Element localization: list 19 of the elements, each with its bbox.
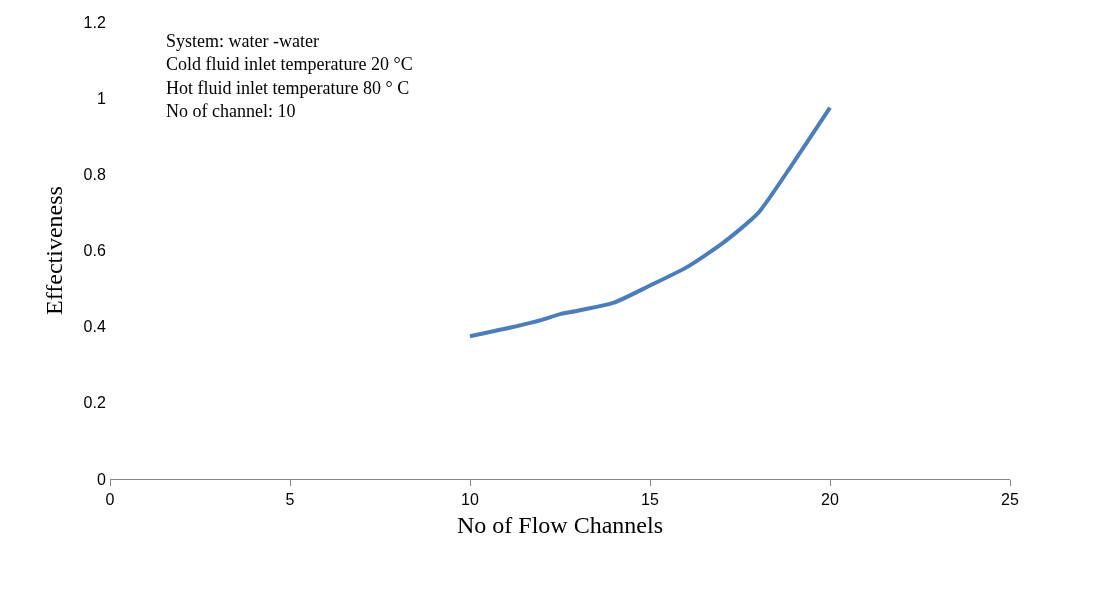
y-tick-label: 1 bbox=[96, 89, 106, 107]
x-tick-label: 10 bbox=[461, 491, 479, 509]
x-tick-label: 25 bbox=[1001, 491, 1019, 509]
annotation: Cold fluid inlet temperature 20 °C bbox=[166, 54, 413, 75]
y-axis-title: Effectiveness bbox=[40, 186, 67, 315]
line-series bbox=[468, 105, 832, 339]
x-tick-label: 5 bbox=[285, 491, 295, 509]
annotation: System: water -water bbox=[166, 31, 319, 51]
y-tick-label: 0.6 bbox=[83, 242, 106, 260]
x-tick-label: 15 bbox=[641, 491, 659, 509]
annotation: No of channel: 10 bbox=[166, 101, 296, 122]
x-tick-label: 20 bbox=[821, 491, 839, 509]
x-axis-title: No of Flow Channels bbox=[457, 511, 663, 538]
y-tick-label: 0.8 bbox=[83, 165, 106, 183]
y-tick-label: 0.4 bbox=[83, 318, 106, 336]
y-tick-label: 0 bbox=[96, 470, 106, 488]
y-tick-label: 1.2 bbox=[83, 13, 106, 31]
y-tick-label: 0.2 bbox=[83, 394, 106, 412]
annotation: Hot fluid inlet temperature 80 ° C bbox=[166, 77, 410, 98]
